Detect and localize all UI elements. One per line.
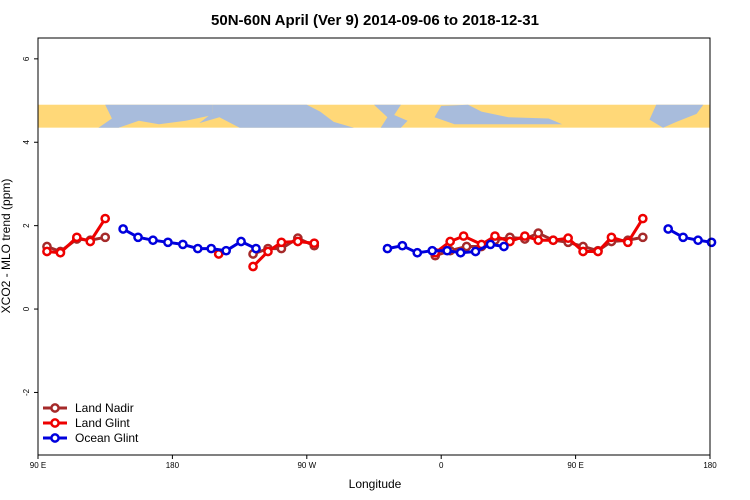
- data-point: [397, 240, 408, 251]
- x-tick-label: 90 E: [30, 461, 46, 470]
- y-tick-label: 2: [22, 223, 31, 228]
- data-point: [100, 232, 111, 243]
- data-point: [490, 231, 500, 241]
- data-point: [623, 237, 633, 248]
- series-line: [122, 227, 257, 253]
- data-point: [100, 213, 111, 224]
- y-tick-label: -2: [22, 388, 31, 396]
- data-point: [455, 247, 466, 258]
- x-tick-label: 180: [703, 461, 717, 470]
- data-point: [663, 224, 674, 234]
- data-point: [519, 231, 530, 241]
- data-point: [548, 235, 559, 246]
- data-point: [637, 213, 648, 224]
- y-tick-label: 0: [22, 306, 31, 311]
- series-layer: [42, 213, 717, 272]
- data-point: [427, 245, 438, 256]
- x-tick-label: 90 W: [297, 461, 316, 470]
- data-point: [248, 261, 258, 272]
- plot-frame: [37, 37, 711, 456]
- data-point: [593, 246, 603, 257]
- data-point: [71, 232, 82, 243]
- data-point: [206, 243, 217, 254]
- chart-title: 50N-60N April (Ver 9) 2014-09-06 to 2018…: [211, 12, 539, 29]
- legend-label: Land Glint: [75, 416, 130, 430]
- map-ocean-4: [434, 104, 563, 125]
- data-point: [499, 241, 509, 252]
- data-point: [292, 236, 303, 247]
- data-point: [192, 243, 203, 254]
- y-axis: -2 0 2 4 6: [22, 56, 38, 396]
- data-point: [637, 232, 648, 243]
- map-ocean-5: [649, 104, 704, 128]
- data-point: [412, 247, 423, 258]
- y-axis-label: XCO2 - MLO trend (ppm): [0, 179, 13, 314]
- data-point: [445, 236, 456, 247]
- x-axis: 90 E 180 90 W 0 90 E 180: [30, 455, 717, 470]
- data-point: [678, 232, 688, 243]
- data-point: [276, 237, 287, 248]
- data-point: [505, 236, 515, 247]
- legend-marker: [50, 418, 60, 428]
- x-tick-label: 90 E: [567, 461, 583, 470]
- x-axis-label: Longitude: [349, 477, 402, 491]
- legend-label: Ocean Glint: [75, 431, 139, 445]
- data-point: [533, 235, 544, 246]
- data-point: [606, 232, 617, 243]
- data-point: [85, 236, 96, 247]
- data-point: [382, 243, 393, 254]
- legend-marker: [50, 433, 60, 443]
- data-point: [163, 237, 173, 248]
- data-point: [563, 233, 573, 244]
- legend-label: Land Nadir: [75, 401, 134, 415]
- data-point: [251, 243, 261, 254]
- data-point: [148, 235, 158, 246]
- map-band: [38, 104, 710, 128]
- data-point: [236, 236, 246, 247]
- map-ocean-3: [374, 104, 408, 128]
- data-point: [693, 235, 703, 246]
- legend-marker: [50, 403, 60, 413]
- data-point: [118, 224, 128, 234]
- data-point: [178, 239, 188, 250]
- y-tick-label: 6: [22, 56, 31, 61]
- data-point: [470, 246, 481, 257]
- data-point: [221, 245, 232, 256]
- map-ocean-1: [98, 104, 213, 128]
- map-ocean-2: [199, 104, 354, 128]
- data-point: [442, 245, 453, 256]
- data-point: [458, 231, 469, 241]
- data-point: [263, 246, 273, 257]
- data-point: [133, 232, 143, 243]
- x-tick-label: 180: [166, 461, 180, 470]
- y-tick-label: 4: [22, 139, 31, 144]
- data-point: [706, 237, 717, 248]
- data-point: [42, 246, 52, 257]
- data-point: [578, 246, 588, 257]
- series-land-glint: [42, 213, 648, 272]
- series-line: [667, 227, 712, 244]
- data-point: [55, 247, 66, 258]
- data-point: [485, 239, 496, 250]
- data-point: [461, 241, 472, 252]
- x-tick-label: 0: [439, 461, 444, 470]
- data-point: [309, 238, 320, 249]
- series-ocean-glint: [118, 224, 717, 258]
